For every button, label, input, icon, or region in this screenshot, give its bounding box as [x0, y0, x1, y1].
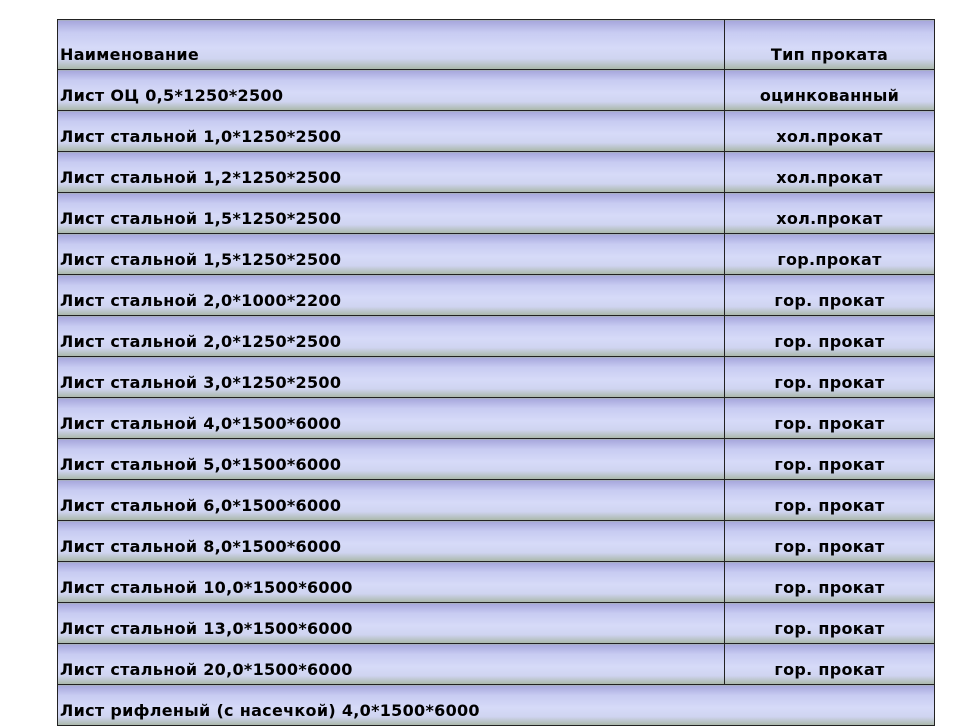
table-row: Лист стальной 2,0*1000*2200 гор. прокат	[57, 274, 935, 316]
cell-type: гор. прокат	[724, 274, 935, 316]
cell-name: Лист стальной 13,0*1500*6000	[57, 602, 725, 644]
product-table: Наименование Тип проката Лист ОЦ 0,5*125…	[57, 19, 935, 726]
table-row: Лист стальной 13,0*1500*6000 гор. прокат	[57, 602, 935, 644]
table-row: Лист стальной 1,5*1250*2500 хол.прокат	[57, 192, 935, 234]
cell-type: гор. прокат	[724, 315, 935, 357]
cell-type: гор.прокат	[724, 233, 935, 275]
table-row: Лист рифленый (с насечкой) 4,0*1500*6000	[57, 684, 935, 726]
table-row: Лист стальной 6,0*1500*6000 гор. прокат	[57, 479, 935, 521]
cell-name: Лист стальной 1,0*1250*2500	[57, 110, 725, 152]
table-row: Лист стальной 20,0*1500*6000 гор. прокат	[57, 643, 935, 685]
table-row: Лист стальной 2,0*1250*2500 гор. прокат	[57, 315, 935, 357]
cell-name: Лист стальной 8,0*1500*6000	[57, 520, 725, 562]
table-row: Лист стальной 1,5*1250*2500 гор.прокат	[57, 233, 935, 275]
cell-type: гор. прокат	[724, 520, 935, 562]
cell-type: гор. прокат	[724, 479, 935, 521]
table-row: Лист стальной 1,0*1250*2500 хол.прокат	[57, 110, 935, 152]
cell-name: Лист стальной 10,0*1500*6000	[57, 561, 725, 603]
cell-type: хол.прокат	[724, 151, 935, 193]
cell-type: гор. прокат	[724, 356, 935, 398]
table-row: Лист ОЦ 0,5*1250*2500 оцинкованный	[57, 69, 935, 111]
cell-name: Лист стальной 1,5*1250*2500	[57, 233, 725, 275]
cell-name: Лист стальной 5,0*1500*6000	[57, 438, 725, 480]
cell-name: Лист стальной 3,0*1250*2500	[57, 356, 725, 398]
header-type: Тип проката	[724, 19, 935, 70]
cell-name: Лист рифленый (с насечкой) 4,0*1500*6000	[57, 684, 935, 726]
cell-type: хол.прокат	[724, 192, 935, 234]
cell-name: Лист ОЦ 0,5*1250*2500	[57, 69, 725, 111]
cell-type: хол.прокат	[724, 110, 935, 152]
table-row: Лист стальной 4,0*1500*6000 гор. прокат	[57, 397, 935, 439]
cell-type: гор. прокат	[724, 561, 935, 603]
cell-type: гор. прокат	[724, 602, 935, 644]
table-row: Лист стальной 5,0*1500*6000 гор. прокат	[57, 438, 935, 480]
cell-name: Лист стальной 20,0*1500*6000	[57, 643, 725, 685]
table-row: Лист стальной 1,2*1250*2500 хол.прокат	[57, 151, 935, 193]
cell-name: Лист стальной 6,0*1500*6000	[57, 479, 725, 521]
cell-name: Лист стальной 1,5*1250*2500	[57, 192, 725, 234]
cell-type: оцинкованный	[724, 69, 935, 111]
header-row: Наименование Тип проката	[57, 19, 935, 70]
cell-name: Лист стальной 2,0*1000*2200	[57, 274, 725, 316]
cell-type: гор. прокат	[724, 643, 935, 685]
table-row: Лист стальной 10,0*1500*6000 гор. прокат	[57, 561, 935, 603]
cell-type: гор. прокат	[724, 438, 935, 480]
cell-name: Лист стальной 1,2*1250*2500	[57, 151, 725, 193]
cell-name: Лист стальной 4,0*1500*6000	[57, 397, 725, 439]
table-row: Лист стальной 3,0*1250*2500 гор. прокат	[57, 356, 935, 398]
cell-type: гор. прокат	[724, 397, 935, 439]
cell-name: Лист стальной 2,0*1250*2500	[57, 315, 725, 357]
header-name: Наименование	[57, 19, 725, 70]
table-row: Лист стальной 8,0*1500*6000 гор. прокат	[57, 520, 935, 562]
